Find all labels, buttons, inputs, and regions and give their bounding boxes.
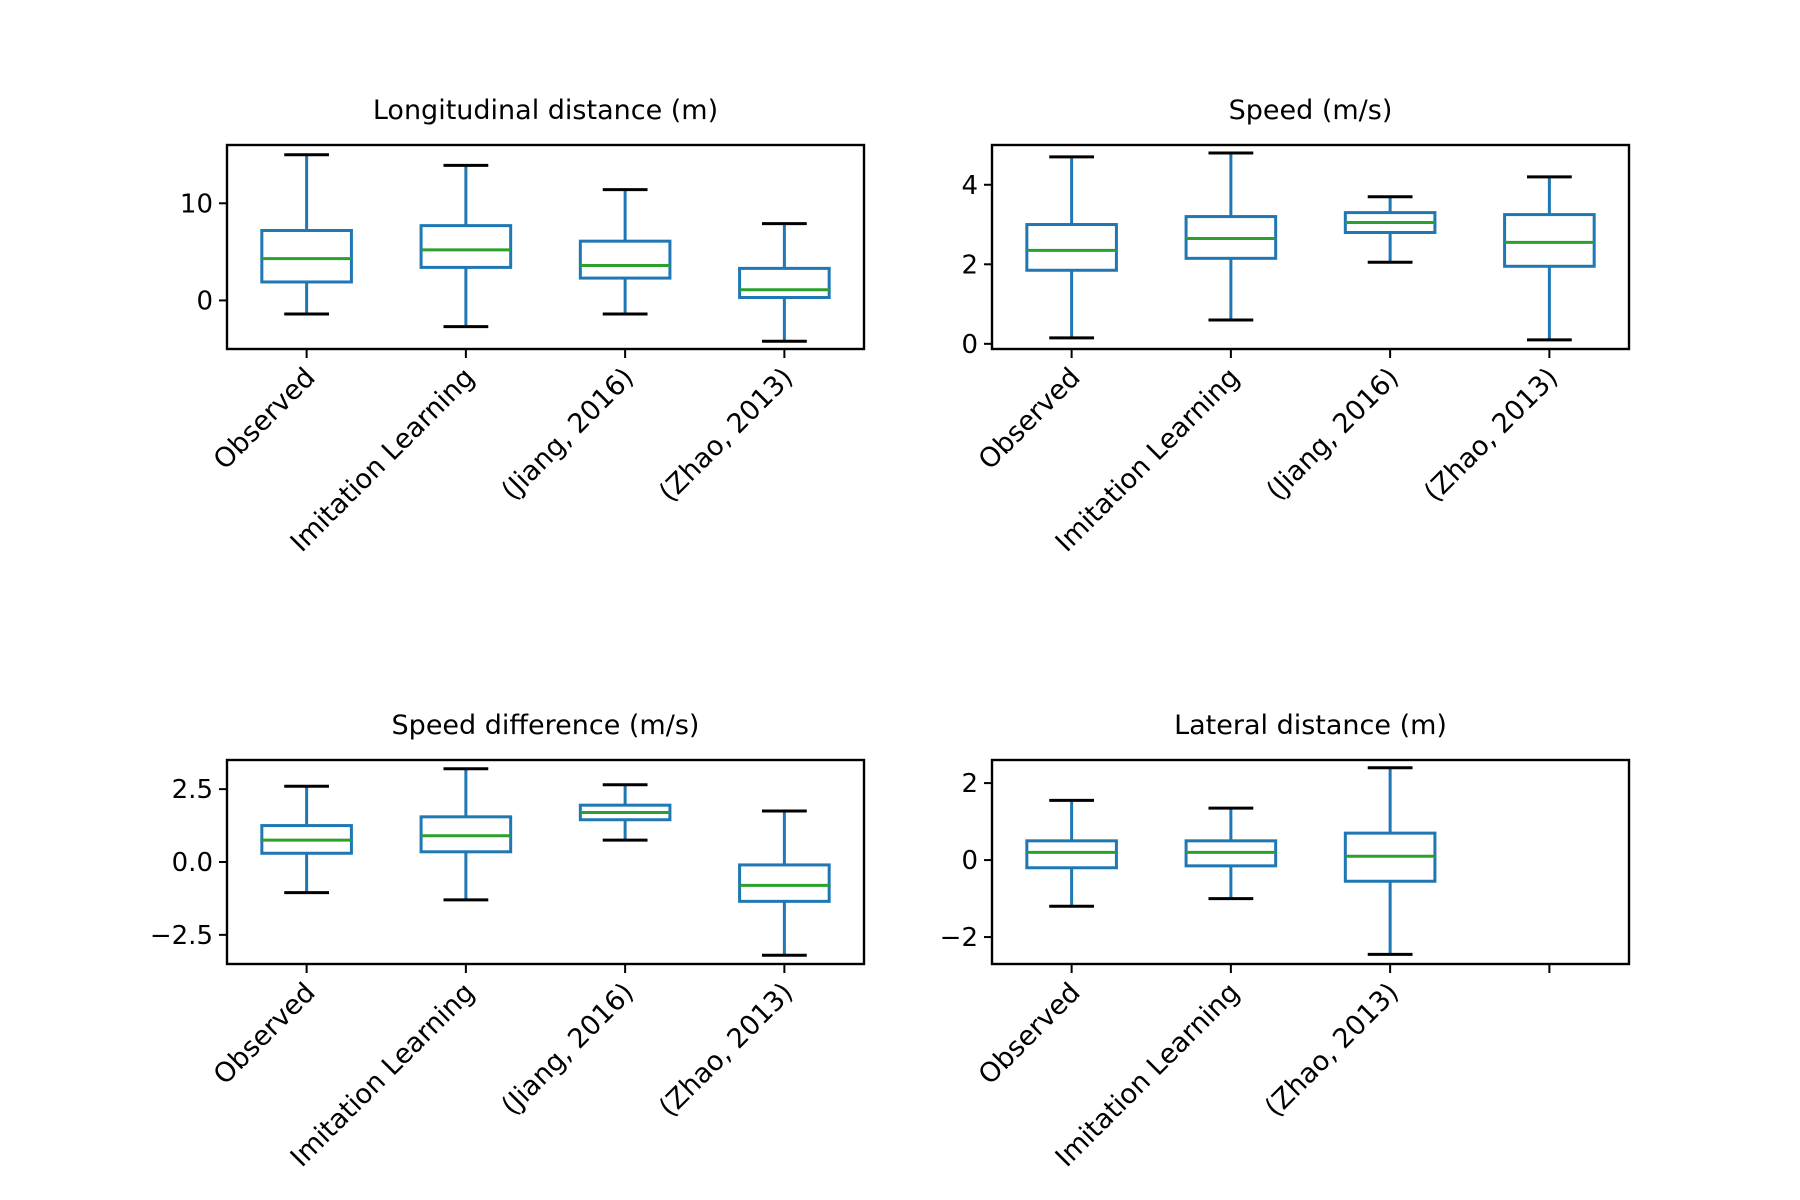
box-2 xyxy=(1343,766,1437,956)
subplot-title: Speed difference (m/s) xyxy=(392,710,700,741)
box-2 xyxy=(578,783,672,842)
x-tick-label: Imitation Learning xyxy=(285,362,481,558)
axes-frame xyxy=(990,143,1631,351)
iqr-box xyxy=(578,239,672,280)
iqr-box xyxy=(1503,213,1596,268)
y-tick-label: 0 xyxy=(961,846,978,876)
y-tick-label: 0 xyxy=(961,330,978,360)
x-tick-label: (Jiang, 2016) xyxy=(496,977,640,1121)
iqr-box xyxy=(260,228,353,284)
x-tick-label: (Zhao, 2013) xyxy=(653,977,799,1123)
box-3 xyxy=(1503,175,1596,342)
x-tick-label: (Zhao, 2013) xyxy=(653,362,799,508)
box-2 xyxy=(578,188,672,316)
y-tick-label: 2 xyxy=(961,250,978,280)
iqr-box xyxy=(1025,223,1118,272)
x-tick-label: Observed xyxy=(208,977,322,1091)
y-tick-label: 0.0 xyxy=(172,848,213,878)
subplot-title: Lateral distance (m) xyxy=(1174,710,1447,741)
x-tick-label: (Jiang, 2016) xyxy=(1261,362,1405,506)
box-1 xyxy=(1184,806,1278,901)
y-tick-label: −2.5 xyxy=(150,921,213,951)
axes-frame xyxy=(225,758,866,966)
x-tick-label: Observed xyxy=(973,362,1087,476)
box-0 xyxy=(1025,155,1118,340)
x-tick-label: Imitation Learning xyxy=(1050,362,1246,558)
y-tick-label: 2.5 xyxy=(172,775,213,805)
box-2 xyxy=(1343,195,1437,264)
box-0 xyxy=(260,153,353,316)
x-tick-label: Observed xyxy=(208,362,322,476)
axes-frame xyxy=(225,143,866,351)
y-tick-label: 2 xyxy=(961,769,978,799)
subplot-3: Speed difference (m/s) −2.5 0.0 2.5 Observed… xyxy=(150,710,866,1173)
x-tick-label: (Zhao, 2013) xyxy=(1259,977,1405,1123)
iqr-box xyxy=(1025,839,1118,870)
y-tick-label: −2 xyxy=(940,923,978,953)
iqr-box xyxy=(738,266,831,300)
y-tick-label: 0 xyxy=(196,286,213,316)
x-tick-label: (Jiang, 2016) xyxy=(496,362,640,506)
box-1 xyxy=(419,767,513,902)
subplot-title: Longitudinal distance (m) xyxy=(373,95,718,126)
box-3 xyxy=(738,222,831,343)
x-tick-label: Imitation Learning xyxy=(285,977,481,1173)
subplot-title: Speed (m/s) xyxy=(1229,95,1393,126)
box-0 xyxy=(1025,798,1118,908)
x-tick-label: (Zhao, 2013) xyxy=(1418,362,1564,508)
subplot-1: Longitudinal distance (m) 0 10 ObservedImit… xyxy=(180,95,866,558)
y-tick-label: 10 xyxy=(180,189,213,219)
subplot-4: Lateral distance (m) −2 0 2 ObservedImitatio… xyxy=(940,710,1631,1173)
box-3 xyxy=(738,809,831,957)
box-0 xyxy=(260,784,353,895)
box-1 xyxy=(419,163,513,329)
iqr-box xyxy=(419,224,513,269)
x-tick-label: Observed xyxy=(973,977,1087,1091)
iqr-box xyxy=(738,863,831,903)
axes-frame xyxy=(990,758,1631,966)
box-1 xyxy=(1184,151,1278,322)
y-tick-label: 4 xyxy=(961,171,978,201)
x-tick-label: Imitation Learning xyxy=(1050,977,1246,1173)
